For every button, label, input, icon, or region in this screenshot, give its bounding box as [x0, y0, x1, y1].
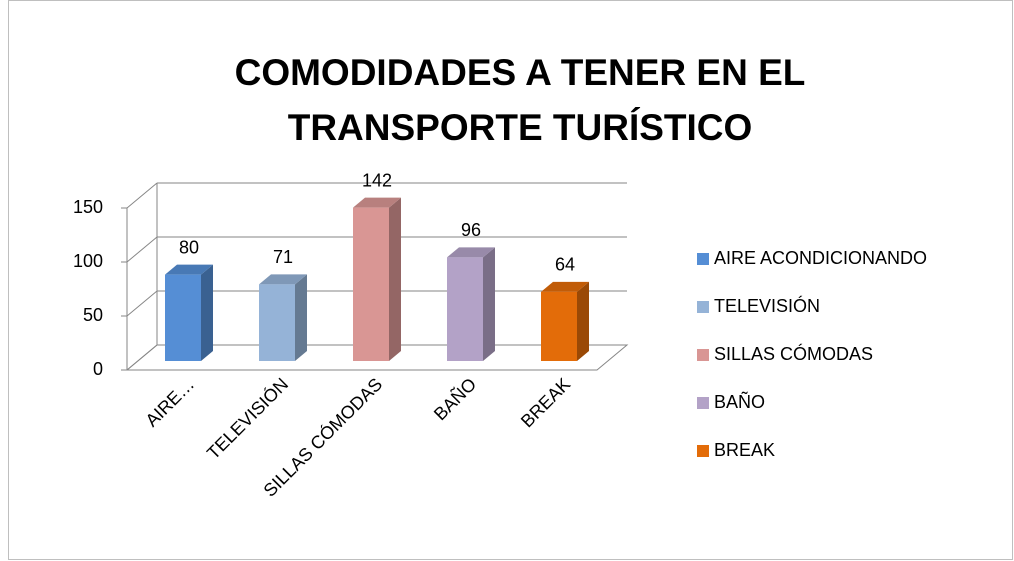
chart-title: TRANSPORTE TURÍSTICO [288, 107, 753, 148]
legend-label: TELEVISIÓN [714, 295, 820, 316]
bar-face [447, 247, 495, 258]
bar-face [447, 257, 483, 361]
chart-title: COMODIDADES A TENER EN EL [235, 52, 806, 93]
bar-face [201, 264, 213, 361]
bar-face [577, 281, 589, 361]
y-tick-label: 150 [73, 197, 103, 217]
value-label: 71 [273, 247, 293, 267]
y-tick-label: 100 [73, 251, 103, 271]
grid-line [126, 344, 158, 371]
grid-line [126, 236, 158, 263]
bar-face [259, 284, 295, 361]
bar [541, 281, 589, 361]
bar-face [483, 247, 495, 361]
value-label: 80 [179, 237, 199, 257]
legend-label: BREAK [714, 440, 775, 460]
grid-line [126, 182, 158, 209]
bar-face [259, 274, 307, 285]
bar [259, 274, 307, 361]
bar-face [389, 197, 401, 361]
y-tick-label: 0 [93, 359, 103, 379]
bar-face [295, 274, 307, 361]
bar-face [353, 197, 401, 208]
y-tick-label: 50 [83, 305, 103, 325]
value-label: 142 [362, 170, 392, 190]
legend-label: SILLAS CÓMODAS [714, 343, 873, 364]
bar-face [541, 291, 577, 361]
grid-line [126, 290, 158, 317]
bar-face [165, 274, 201, 361]
bar [353, 197, 401, 361]
bar-face [165, 264, 213, 275]
legend-swatch [697, 301, 709, 313]
legend-swatch [697, 349, 709, 361]
value-label: 64 [555, 255, 575, 275]
legend-swatch [697, 253, 709, 265]
value-label: 96 [461, 220, 481, 240]
legend-swatch [697, 397, 709, 409]
legend-label: BAÑO [714, 391, 765, 412]
bar [165, 264, 213, 361]
legend-label: AIRE ACONDICIONANDO [714, 248, 927, 268]
legend-swatch [697, 445, 709, 457]
bar-face [541, 281, 589, 292]
bar-face [353, 207, 389, 361]
bar [447, 247, 495, 361]
